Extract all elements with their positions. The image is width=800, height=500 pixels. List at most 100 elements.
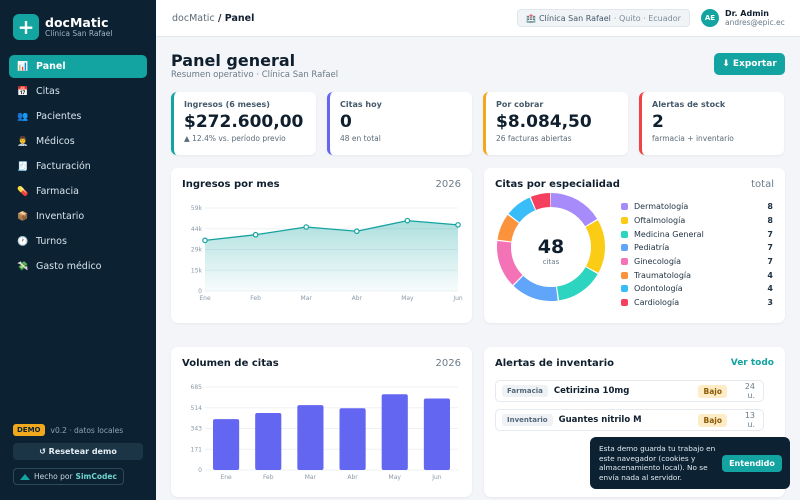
sidebar-item-turnos[interactable]: 🕐 Turnos — [9, 230, 147, 253]
y-tick-label: 44k — [191, 226, 203, 233]
income-chart: 0 15k 29k 44k 59k Ene Feb Mar Abr May Jun — [191, 205, 463, 302]
kpi-label: Alertas de stock — [652, 100, 726, 109]
made-by-link[interactable]: Hecho por SimCodec — [13, 468, 124, 485]
income-point[interactable] — [252, 231, 259, 238]
kpi-label: Por cobrar — [496, 100, 544, 109]
volume-bar[interactable] — [297, 405, 324, 470]
kpi-value: 0 — [340, 112, 352, 132]
legend-swatch — [621, 203, 628, 211]
income-point[interactable] — [404, 217, 411, 224]
donut-slice[interactable] — [497, 193, 605, 301]
volume-bar[interactable] — [255, 413, 282, 470]
donut-slice[interactable] — [497, 193, 605, 301]
sidebar-item-farmacia[interactable]: 💊 Farmacia — [9, 180, 147, 203]
legend-swatch — [621, 230, 628, 238]
donut-slice[interactable] — [497, 193, 605, 301]
nav-icon: 📦 — [17, 211, 29, 222]
legend-value: 4 — [767, 270, 773, 280]
volume-bar[interactable] — [339, 408, 366, 470]
sidebar-item-label: Facturación — [36, 161, 91, 172]
donut-slice[interactable] — [497, 193, 605, 301]
x-tick-label: Feb — [263, 474, 274, 481]
sidebar-item-gasto-médico[interactable]: 💸 Gasto médico — [9, 255, 147, 278]
x-tick-label: Ene — [199, 295, 211, 302]
breadcrumb: docMatic / Panel — [172, 13, 254, 24]
kpi-foot: farmacia + inventario — [652, 134, 734, 143]
hospital-icon: 🏥 — [526, 13, 536, 23]
sidebar-item-label: Panel — [36, 61, 66, 72]
legend-item[interactable]: Medicina General 7 — [621, 227, 773, 241]
clinic-selector[interactable]: 🏥 Clínica San Rafael · Quito · Ecuador — [517, 9, 690, 27]
user-info[interactable]: Dr. Admin andres@epic.ec — [725, 9, 785, 28]
page-subtitle: Resumen operativo · Clínica San Rafael — [171, 70, 339, 80]
sidebar-item-label: Turnos — [36, 236, 67, 247]
sidebar-item-pacientes[interactable]: 👥 Pacientes — [9, 105, 147, 128]
legend-item[interactable]: Pediatría 7 — [621, 241, 773, 255]
nav-icon: 👥 — [17, 111, 29, 122]
view-all-link[interactable]: Ver todo — [730, 358, 774, 368]
demo-info: DEMO v0.2 · datos locales — [13, 424, 123, 436]
legend-swatch — [621, 217, 628, 225]
nav-icon: 💊 — [17, 186, 29, 197]
cookie-text: Esta demo guarda tu trabajo en este nave… — [599, 444, 716, 482]
legend-item[interactable]: Traumatología 4 — [621, 268, 773, 282]
breadcrumb-root[interactable]: docMatic — [172, 13, 215, 24]
cookie-banner: Esta demo guarda tu trabajo en este nave… — [590, 437, 790, 489]
legend-item[interactable]: Odontología 4 — [621, 282, 773, 296]
demo-badge: DEMO — [13, 424, 45, 436]
y-tick-label: 171 — [191, 446, 203, 453]
specialty-chart-card: Citas por especialidad total 48 citas Der… — [484, 168, 785, 323]
legend-item[interactable]: Oftalmología 8 — [621, 214, 773, 228]
nav-icon: 👨‍⚕️ — [17, 136, 29, 147]
kpi-value: $272.600,00 — [184, 112, 304, 132]
legend-swatch — [621, 285, 628, 293]
brand-subtitle: Clínica San Rafael — [45, 29, 113, 38]
alert-quantity: 13 u. — [744, 411, 755, 429]
nav-icon: 🧾 — [17, 161, 29, 172]
sidebar-item-facturación[interactable]: 🧾 Facturación — [9, 155, 147, 178]
page-title: Panel general — [171, 51, 296, 70]
kpi-card-appointments: Citas hoy 0 48 en total — [327, 92, 472, 155]
income-point[interactable] — [354, 228, 360, 235]
donut-label: citas — [543, 258, 560, 266]
export-button[interactable]: ⬇ Exportar — [714, 53, 785, 75]
kpi-card-receivables: Por cobrar $8.084,50 26 facturas abierta… — [483, 92, 628, 155]
legend-value: 7 — [767, 243, 773, 253]
x-tick-label: Abr — [347, 474, 358, 481]
income-point[interactable] — [202, 237, 208, 244]
sidebar-item-inventario[interactable]: 📦 Inventario — [9, 205, 147, 228]
sidebar-item-panel[interactable]: 📊 Panel — [9, 55, 147, 78]
sidebar-item-label: Farmacia — [36, 186, 79, 197]
volume-bar[interactable] — [423, 398, 450, 470]
legend-item[interactable]: Cardiología 3 — [621, 296, 773, 310]
income-point[interactable] — [303, 224, 310, 230]
y-tick-label: 0 — [198, 467, 202, 474]
version-text: v0.2 · datos locales — [50, 425, 124, 435]
cookie-accept-button[interactable]: Entendido — [722, 455, 782, 472]
avatar[interactable]: AE — [701, 9, 719, 27]
donut-total: 48 — [538, 236, 564, 258]
kpi-foot: ▲ 12.4% vs. período previo — [184, 134, 286, 143]
alert-row[interactable]: Farmacia Cetirizina 10mg Bajo 24 u. — [495, 380, 764, 402]
card-title: Ingresos por mes — [182, 179, 280, 190]
legend-item[interactable]: Ginecología 7 — [621, 255, 773, 269]
income-point[interactable] — [455, 222, 461, 228]
x-tick-label: Jun — [431, 474, 442, 481]
y-tick-label: 29k — [191, 247, 203, 254]
x-tick-label: Feb — [250, 295, 261, 302]
reset-demo-button[interactable]: ↺ Resetear demo — [13, 443, 143, 460]
legend-item[interactable]: Dermatología 8 — [621, 200, 773, 214]
income-area — [205, 220, 458, 291]
brand[interactable]: + docMatic Clínica San Rafael — [0, 0, 156, 40]
nav-icon: 📅 — [17, 86, 29, 97]
simcodec-logo-icon — [20, 473, 30, 480]
legend-value: 3 — [767, 298, 773, 308]
volume-bar[interactable] — [213, 419, 240, 470]
alert-item-name: Guantes nitrilo M — [558, 415, 642, 425]
kpi-label: Citas hoy — [340, 100, 382, 109]
alert-row[interactable]: Inventario Guantes nitrilo M Bajo 13 u. — [495, 409, 764, 431]
kpi-value: $8.084,50 — [496, 112, 592, 132]
sidebar-item-médicos[interactable]: 👨‍⚕️ Médicos — [9, 130, 147, 153]
sidebar-item-citas[interactable]: 📅 Citas — [9, 80, 147, 103]
volume-bar[interactable] — [381, 394, 408, 470]
